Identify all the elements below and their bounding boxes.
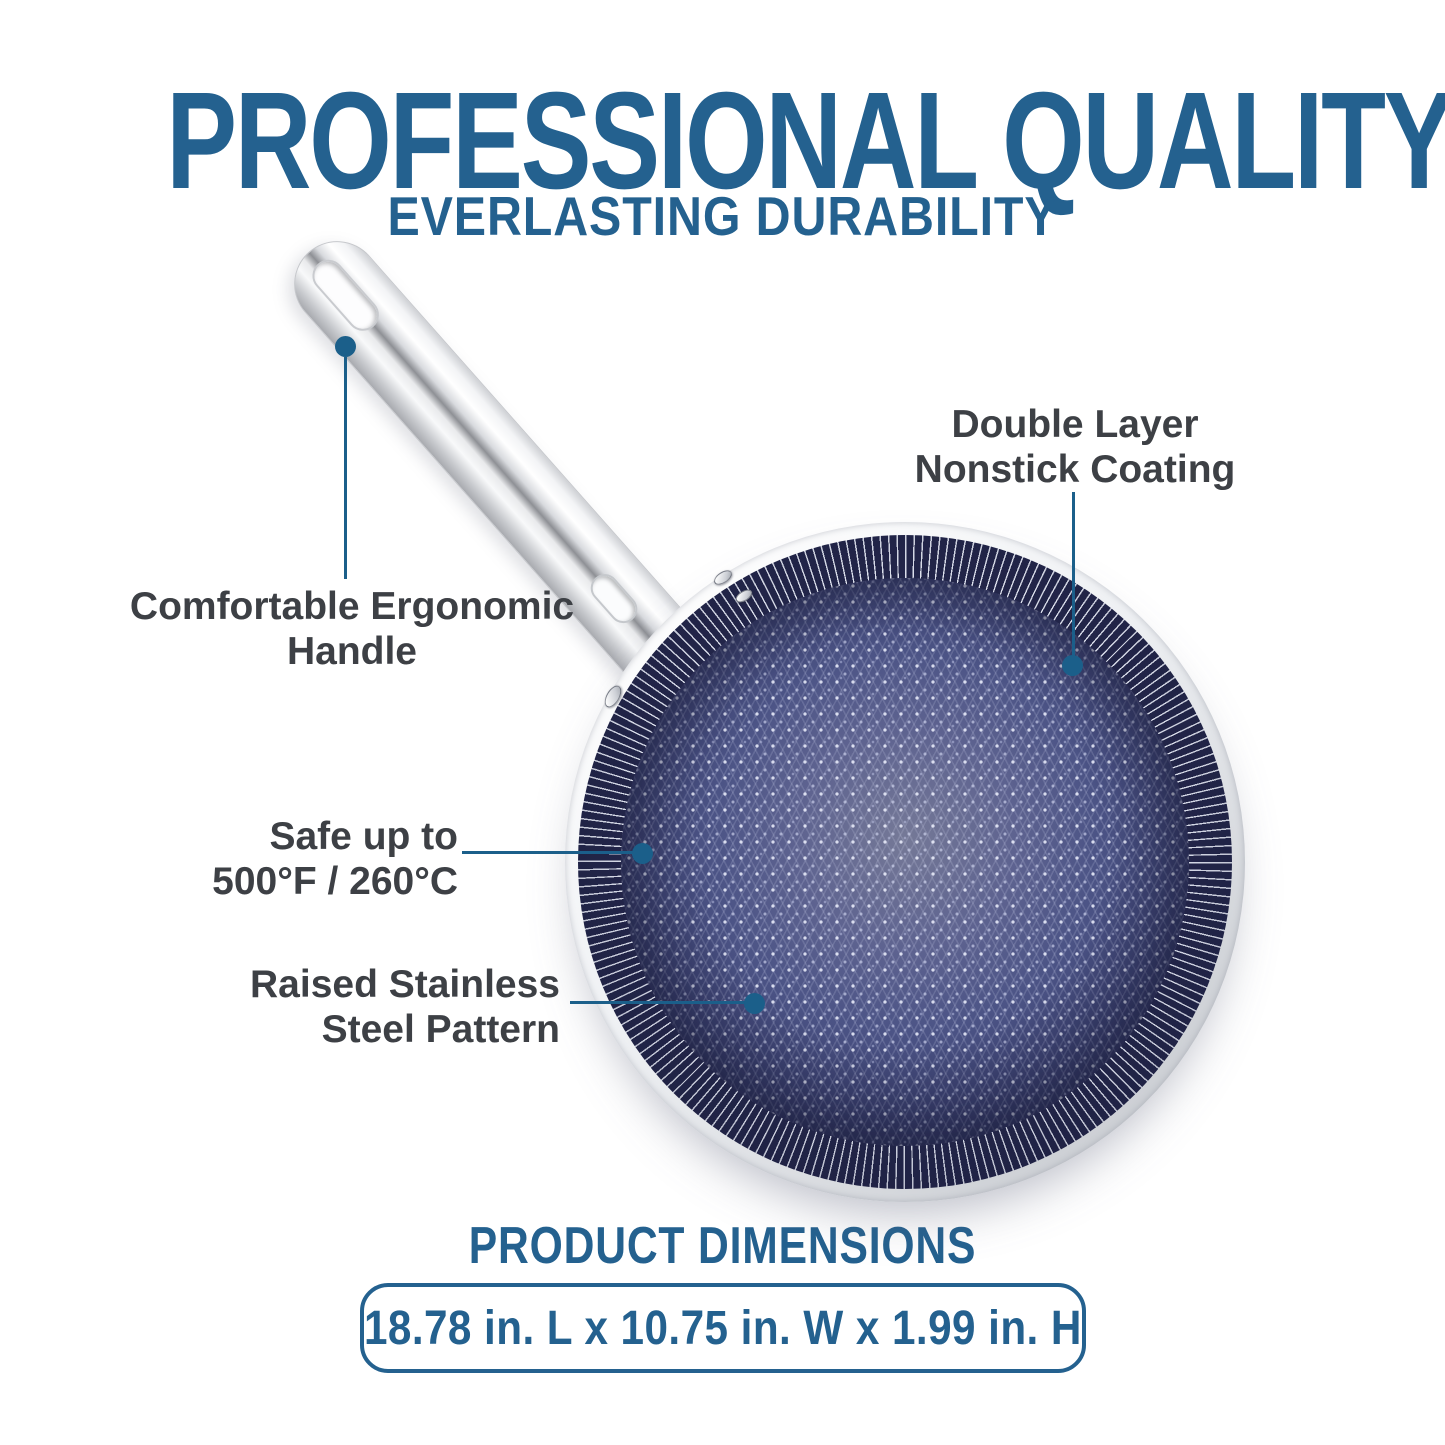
callout-line: Nonstick Coating <box>914 448 1236 492</box>
page-title: PROFESSIONAL QUALITY <box>166 64 1445 218</box>
callout-line: Double Layer <box>951 403 1199 446</box>
pan-nonstick-surface <box>621 578 1189 1146</box>
leader-line-handle <box>344 357 347 579</box>
leader-line-temperature <box>462 851 638 854</box>
leader-line-coating <box>1072 492 1075 657</box>
callout-dot-handle <box>335 336 356 357</box>
handle-hang-slot <box>305 253 386 338</box>
callout-nonstick-coating: Double Layer Nonstick Coating <box>915 402 1236 492</box>
callout-line: 500°F / 260°C <box>212 860 458 904</box>
callout-steel-pattern: Raised Stainless Steel Pattern <box>250 962 560 1052</box>
callout-line: Raised Stainless <box>250 963 560 1006</box>
page-subtitle: EVERLASTING DURABILITY <box>387 185 1058 247</box>
callout-dot-coating <box>1062 655 1083 676</box>
callout-dot-temperature <box>632 843 653 864</box>
leader-line-pattern <box>570 1001 750 1004</box>
callout-ergonomic-handle: Comfortable Ergonomic Handle <box>130 584 574 674</box>
callout-line: Steel Pattern <box>321 1008 560 1052</box>
handle-base-hole <box>584 568 644 629</box>
product-dimensions-heading: PRODUCT DIMENSIONS <box>468 1217 977 1275</box>
callout-line: Safe up to <box>269 815 458 858</box>
callout-dot-pattern <box>744 993 765 1014</box>
callout-line: Comfortable Ergonomic <box>129 585 575 628</box>
dimensions-value: 18.78 in. L x 10.75 in. W x 1.99 in. H <box>364 1301 1082 1355</box>
callout-line: Handle <box>286 630 418 674</box>
dimensions-box: 18.78 in. L x 10.75 in. W x 1.99 in. H <box>360 1283 1086 1373</box>
callout-heat-safety: Safe up to 500°F / 260°C <box>212 814 458 904</box>
frying-pan-image <box>565 522 1245 1202</box>
